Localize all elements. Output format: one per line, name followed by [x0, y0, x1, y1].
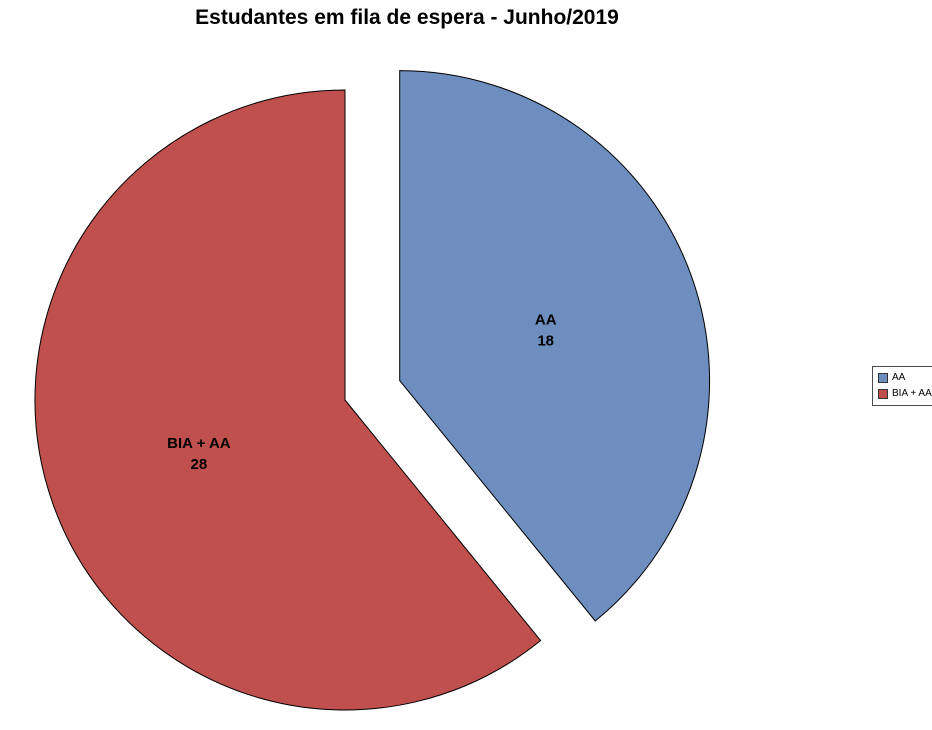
legend: AA BIA + AA: [872, 366, 932, 406]
pie-slice-aa: [399, 70, 711, 622]
chart-title: Estudantes em fila de espera - Junho/201…: [195, 6, 619, 29]
slice-label-bia-aa: BIA + AA 28: [167, 435, 231, 473]
legend-label: BIA + AA: [892, 388, 932, 399]
slice-label-aa: AA 18: [535, 312, 557, 350]
legend-label: AA: [892, 372, 906, 383]
legend-item-bia-aa: BIA + AA: [878, 389, 932, 399]
legend-swatch-icon: [878, 389, 888, 399]
pie-slices: AA 18 BIA + AA 28: [34, 70, 711, 711]
legend-item-aa: AA: [878, 373, 932, 383]
legend-swatch-icon: [878, 373, 888, 383]
pie-slice-bia-aa: [34, 89, 542, 711]
